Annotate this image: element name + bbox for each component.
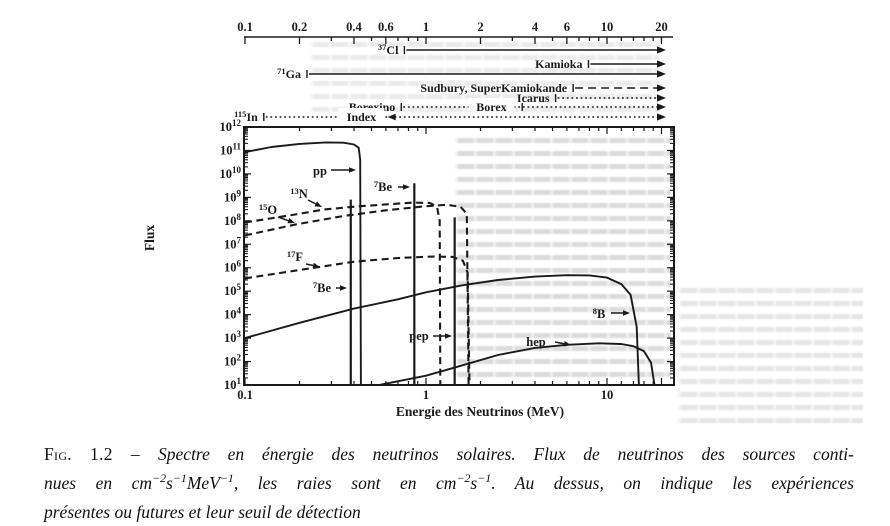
curve-annotations: pp 7Be 13N 15O 17F 7Be pep 8B hep [259,164,630,349]
svg-text:8B: 8B [593,306,606,321]
svg-text:107: 107 [224,235,242,251]
curve-hep [378,342,656,386]
svg-text:115In: 115In [234,109,258,124]
svg-text:4: 4 [532,20,539,34]
experiment-row-ga: 71Ga [277,66,666,81]
svg-text:0.1: 0.1 [237,20,253,34]
svg-text:105: 105 [224,282,242,298]
top-axis: 0.1 0.2 0.4 0.6 1 2 4 6 10 20 [237,20,673,44]
svg-text:Icarus: Icarus [517,91,550,105]
svg-text:2: 2 [477,20,483,34]
caption-line-3: présentes ou futures et leur seuil de dé… [44,501,361,522]
svg-text:106: 106 [224,259,242,275]
figure-caption: Fig. 1.2 – Spectre en énergie des neutri… [44,440,854,526]
y-axis-labels: 101 102 103 104 105 106 107 108 109 1010 1011 1012 [220,118,242,392]
svg-text:10: 10 [601,388,614,402]
curve-8b [244,274,640,386]
svg-text:7Be: 7Be [313,280,332,295]
svg-text:0.1: 0.1 [237,388,253,402]
svg-text:0.2: 0.2 [292,20,308,34]
svg-text:0.4: 0.4 [346,20,362,34]
svg-text:hep: hep [526,335,546,349]
experiment-row-borexino: Borexino Borex [349,98,666,114]
svg-text:37Cl: 37Cl [378,42,399,57]
svg-text:102: 102 [224,353,242,369]
svg-text:13N: 13N [290,186,308,201]
svg-text:Index: Index [347,110,376,124]
svg-text:1012: 1012 [220,118,242,134]
svg-text:pp: pp [313,164,327,178]
experiment-row-sudburysuperkamiokande: Sudbury, SuperKamiokande [420,81,666,95]
svg-text:7Be: 7Be [374,179,393,194]
svg-text:1: 1 [423,388,429,402]
curve-pp [244,141,362,386]
x-axis-labels: 0.1 1 10 [237,388,613,402]
flux-axis-title: Flux [142,225,157,252]
svg-text:104: 104 [224,306,242,322]
svg-text:101: 101 [224,376,242,392]
svg-text:1010: 1010 [220,165,242,181]
svg-text:1011: 1011 [220,141,242,157]
svg-text:1: 1 [423,20,429,34]
curve-15o [244,203,470,386]
curve-17f [244,255,471,386]
caption-line-2: nues en cm−2s−1MeV−1, les raies sont en … [44,470,854,493]
svg-text:10: 10 [601,20,614,34]
svg-text:109: 109 [224,188,242,204]
plot-box [243,126,675,386]
svg-text:pep: pep [409,329,429,343]
svg-text:17F: 17F [287,249,304,264]
curve-13n [244,201,442,386]
experiment-row-kamioka: Kamioka [535,57,666,71]
svg-text:6: 6 [564,20,570,34]
svg-text:71Ga: 71Ga [277,66,301,81]
experiment-row-in: 115In Index [234,108,666,124]
svg-text:Flux: Flux [142,225,157,252]
svg-text:108: 108 [224,212,242,228]
svg-text:Sudbury, SuperKamiokande: Sudbury, SuperKamiokande [420,81,567,95]
svg-text:20: 20 [655,20,668,34]
svg-text:0.6: 0.6 [378,20,394,34]
svg-text:15O: 15O [259,202,278,217]
svg-text:103: 103 [224,329,242,345]
neutrino-spectrum-figure: 0.1 0.2 0.4 0.6 1 2 4 6 10 20 37Cl Kamioka 71Ga Sudbu… [142,20,675,419]
spectral-lines [349,183,456,385]
energy-axis-title: Energie des Neutrinos (MeV) [396,404,564,419]
experiment-row-icarus: Icarus [517,91,666,105]
caption-line-1: Fig. 1.2 – Spectre en énergie des neutri… [44,444,854,464]
experiment-row-cl: 37Cl [378,42,666,57]
svg-text:Borex: Borex [476,100,506,114]
svg-text:Kamioka: Kamioka [535,57,582,71]
svg-text:Energie des Neutrinos (MeV): Energie des Neutrinos (MeV) [396,404,564,419]
